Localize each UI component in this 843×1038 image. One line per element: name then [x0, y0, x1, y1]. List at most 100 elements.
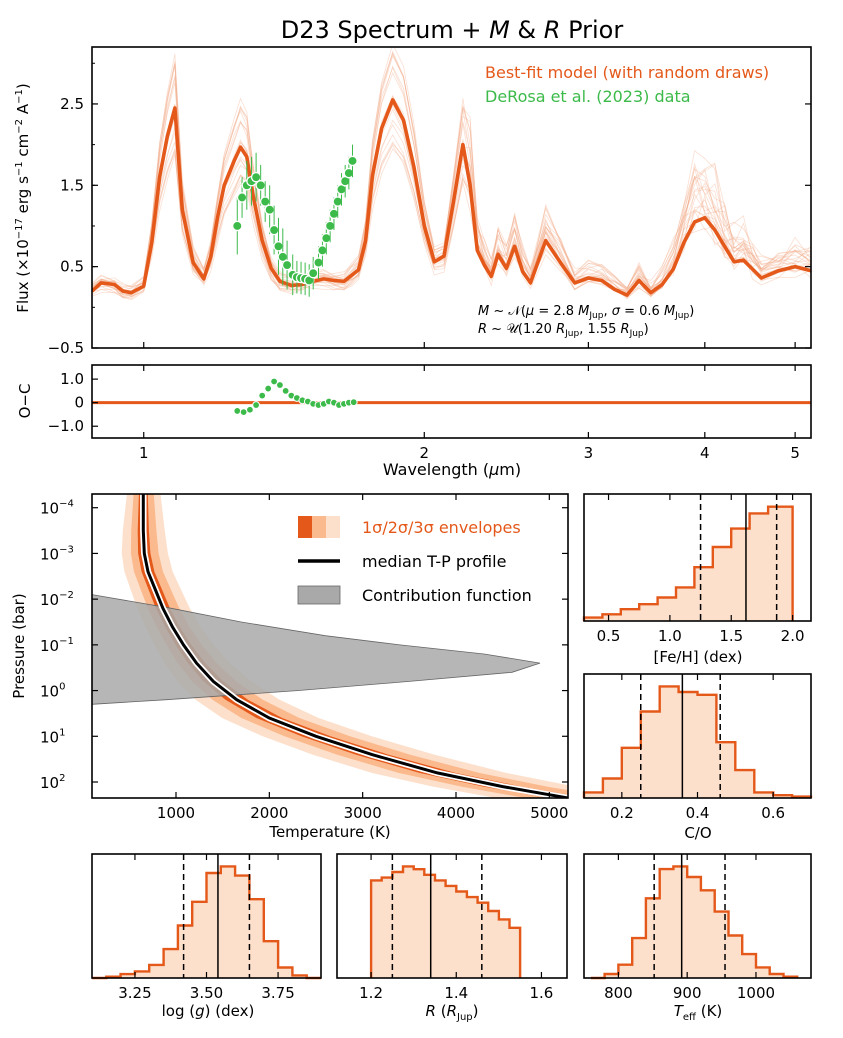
hist-radius-panel: 1.2 1.4 1.6: [336, 853, 568, 1002]
pressure-y-tick-exponent: 0: [59, 682, 65, 693]
histogram-step: [582, 505, 794, 621]
data-point: [236, 192, 248, 203]
histogram-x-tick-label: 1.2: [359, 984, 383, 1002]
wavelength-x-tick-label: 3: [584, 444, 594, 462]
residual-points: [233, 377, 358, 416]
histogram-x-tick-label: 1.6: [530, 984, 554, 1002]
median-tp-profile: [141, 494, 568, 798]
histogram-x-tick-label: 1.4: [444, 984, 468, 1002]
histogram-x-tick-label: 0.4: [686, 804, 710, 822]
contribution-function-area: [92, 594, 541, 705]
temperature-x-tick-label: 2000: [250, 804, 288, 822]
tp-2sigma-envelope: [130, 494, 568, 798]
residual-point: [252, 401, 261, 409]
model-draw-line: [92, 50, 811, 296]
histogram-x-tick-label: 0.2: [610, 804, 634, 822]
legend-derosa-data: DeRosa et al. (2023) data: [485, 87, 691, 106]
residual-point: [270, 377, 278, 386]
pressure-y-tick-label: 101: [40, 727, 65, 746]
data-point: [328, 208, 340, 220]
residual-point: [281, 387, 290, 395]
legend-envelopes: 1σ/2σ/3σ envelopes: [362, 518, 521, 537]
histogram-x-tick-label: 900: [673, 984, 702, 1002]
radius-x-label: R (RJup): [426, 1002, 479, 1023]
histogram-x-tick-label: 1000: [737, 984, 775, 1002]
legend-swatch-3sigma: [326, 516, 340, 538]
residual-y-tick-label: 0: [74, 394, 84, 412]
tp-3sigma-envelope: [121, 494, 568, 798]
model-random-draws: [92, 47, 811, 301]
residual-point: [349, 398, 358, 407]
pressure-y-tick-label: 102: [40, 773, 65, 792]
legend-swatch-2sigma: [312, 516, 326, 538]
spectrum-y-tick-label: 2.5: [60, 95, 84, 113]
histogram-x-tick-label: 1.0: [658, 627, 682, 645]
temperature-x-tick-label: 3000: [344, 804, 382, 822]
pressure-y-tick-exponent: −4: [59, 499, 74, 510]
residual-frame: [91, 364, 812, 439]
pressure-y-tick-exponent: −3: [59, 544, 74, 555]
legend-swatch-1sigma: [298, 516, 312, 538]
histogram-frame: [336, 853, 568, 979]
legend-best-fit-model: Best-fit model (with random draws): [485, 63, 769, 82]
histogram-x-tick-label: 3.75: [261, 984, 294, 1002]
data-point: [313, 257, 324, 268]
residual-y-tick-label: 1.0: [60, 370, 84, 388]
data-point: [268, 224, 280, 236]
histogram-frame: [583, 853, 812, 979]
wavelength-x-ticks: 1 2 3 4 5: [139, 365, 800, 462]
data-point: [232, 220, 243, 232]
histogram-frame: [583, 493, 812, 622]
spectrum-y-tick-label: 0.5: [60, 258, 84, 276]
figure-title: D23 Spectrum + M & R Prior: [281, 16, 624, 44]
wavelength-x-tick-label: 4: [700, 444, 710, 462]
hist-feh-panel: 0.5 1.0 1.5 2.0: [582, 493, 812, 645]
residual-y-tick-label: −1.0: [48, 417, 84, 435]
prior-annotation-mass: M ~ 𝒩(μ = 2.8 MJup, σ = 0.6 MJup): [478, 304, 694, 321]
pressure-y-tick-exponent: 2: [59, 773, 65, 784]
histogram-x-tick-label: 0.5: [597, 627, 621, 645]
data-point: [324, 220, 336, 232]
histogram-x-tick-label: 0.6: [761, 804, 785, 822]
residual-point: [276, 381, 284, 389]
residual-point: [246, 405, 254, 414]
data-point: [281, 259, 293, 271]
pressure-y-tick-exponent: −2: [59, 590, 74, 601]
data-point: [343, 167, 355, 179]
derosa-data-points: [232, 144, 358, 297]
temperature-x-ticks: 1000 2000 3000 4000 5000: [157, 494, 568, 822]
histogram-x-tick-label: 2.0: [781, 627, 805, 645]
pressure-y-tick-label: 10−4: [40, 499, 74, 518]
pressure-y-tick-label: 10−1: [40, 636, 74, 655]
residual-y-ticks: −1.0 0 1.0: [48, 370, 98, 435]
temperature-x-tick-label: 4000: [437, 804, 475, 822]
teff-x-label: Teff (K): [674, 1002, 723, 1023]
residual-panel: −1.0 0 1.0 1 2 3 4 5 O−C Wavelength (μm): [16, 364, 812, 479]
wavelength-x-tick-label: 2: [420, 444, 430, 462]
model-draw-line: [92, 55, 811, 294]
data-point: [273, 241, 284, 252]
histogram-fill: [584, 686, 811, 798]
hist-logg-panel: 3.25 3.50 3.75: [91, 853, 322, 1002]
model-draw-line: [92, 66, 811, 295]
residual-point: [258, 391, 267, 400]
residual-y-label: O−C: [16, 384, 34, 419]
pressure-y-tick-label: 100: [40, 682, 65, 701]
legend-swatch-contribution: [297, 585, 341, 605]
wavelength-x-label: Wavelength (μm): [383, 460, 521, 479]
data-point: [307, 267, 319, 279]
temperature-x-tick-label: 5000: [530, 804, 568, 822]
histogram-x-tick-label: 3.25: [118, 984, 151, 1002]
model-draw-line: [92, 72, 811, 293]
histogram-fill: [584, 506, 793, 621]
pressure-y-tick-label: 10−2: [40, 590, 74, 609]
data-point: [347, 155, 358, 167]
histogram-x-tick-label: 800: [604, 984, 633, 1002]
histogram-fill: [590, 866, 798, 978]
histogram-x-tick-label: 1.5: [719, 627, 743, 645]
data-point: [317, 245, 328, 256]
temperature-x-tick-label: 1000: [157, 804, 195, 822]
spectrum-frame: [91, 46, 812, 349]
